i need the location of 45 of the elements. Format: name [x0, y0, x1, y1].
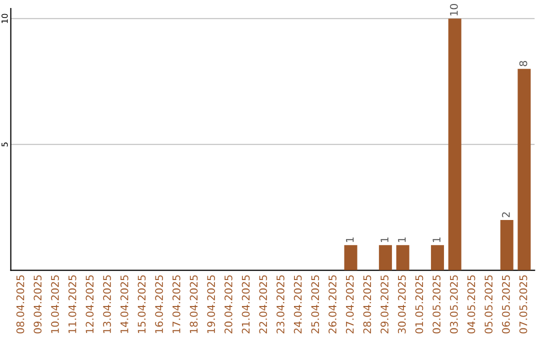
bar — [430, 245, 444, 270]
data-label: 1 — [398, 237, 406, 242]
x-tick-label: 26.04.2025 — [328, 275, 336, 334]
x-tick-label: 08.04.2025 — [16, 275, 24, 334]
bar — [344, 245, 358, 270]
x-tick-label: 04.05.2025 — [467, 275, 476, 334]
x-tick-label: 03.05.2025 — [450, 275, 458, 334]
x-tick-label: 07.05.2025 — [519, 275, 528, 334]
x-tick-label: 24.04.2025 — [294, 275, 302, 334]
x-tick-label: 17.04.2025 — [172, 275, 180, 333]
bar — [500, 220, 514, 270]
x-tick-label: 14.04.2025 — [120, 275, 128, 333]
x-tick-label: 16.04.2025 — [155, 275, 163, 333]
x-tick-label: 12.04.2025 — [86, 275, 94, 333]
x-tick-label: 25.04.2025 — [311, 275, 320, 334]
data-label: 2 — [502, 212, 510, 218]
x-tick-label: 15.04.2025 — [138, 275, 146, 333]
x-tick-label: 06.05.2025 — [502, 275, 510, 334]
data-label: 8 — [519, 60, 528, 66]
x-tick-label: 09.04.2025 — [34, 275, 42, 334]
x-tick-label: 19.04.2025 — [207, 275, 216, 333]
data-label: 1 — [380, 237, 388, 242]
x-tick-label: 20.04.2025 — [224, 275, 232, 334]
bar — [518, 68, 531, 270]
x-tick-label: 18.04.2025 — [190, 275, 198, 333]
x-tick-label: 01.05.2025 — [415, 275, 424, 334]
x-tick-label: 10.04.2025 — [51, 275, 59, 333]
x-tick-label: 29.04.2025 — [380, 275, 388, 334]
x-tick-label: 13.04.2025 — [103, 275, 111, 333]
y-tick-label: 5 — [2, 142, 8, 146]
x-tick-label: 05.05.2025 — [484, 275, 493, 334]
x-tick-label: 11.04.2025 — [68, 275, 76, 333]
data-label: 1 — [346, 237, 354, 242]
x-tick-label: 02.05.2025 — [432, 275, 440, 334]
x-tick-label: 28.04.2025 — [363, 275, 372, 334]
data-label: 1 — [432, 237, 440, 242]
x-tick-label: 23.04.2025 — [276, 275, 284, 334]
x-tick-label: 27.04.2025 — [346, 275, 354, 334]
bar — [396, 245, 410, 270]
x-tick-label: 22.04.2025 — [259, 275, 268, 334]
x-tick-label: 21.04.2025 — [242, 275, 250, 334]
bar — [378, 245, 392, 270]
x-tick-label: 30.04.2025 — [398, 275, 406, 334]
bar — [448, 18, 462, 270]
data-label: 10 — [450, 4, 458, 16]
